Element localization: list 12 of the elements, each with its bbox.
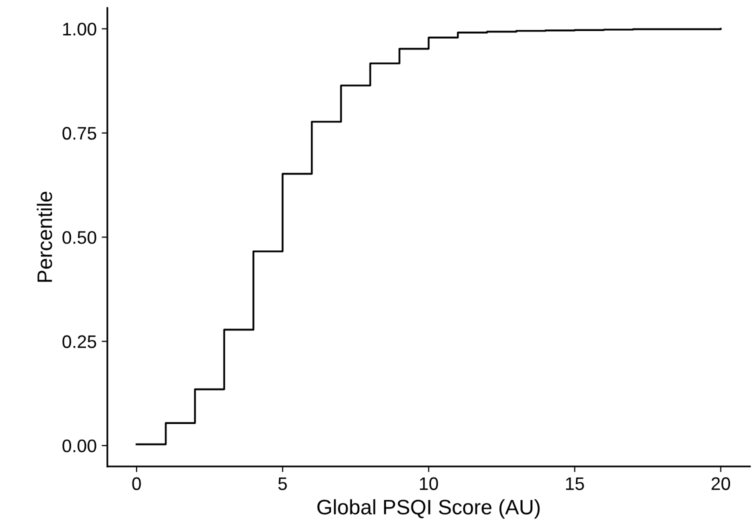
y-axis-title: Percentile xyxy=(36,192,52,282)
x-tick-label: 0 xyxy=(132,477,141,490)
y-tick-label: 0.25 xyxy=(62,335,96,348)
y-tick-label: 0.50 xyxy=(62,231,96,244)
y-tick-label: 0.75 xyxy=(62,126,96,140)
x-tick-label: 5 xyxy=(278,477,287,490)
x-tick-label: 10 xyxy=(420,477,438,490)
x-tick-label: 15 xyxy=(566,477,584,490)
y-tick-label: 0.00 xyxy=(62,439,96,452)
y-tick-label: 1.00 xyxy=(63,22,96,36)
x-tick-label: 20 xyxy=(712,477,730,490)
x-axis-title: Global PSQI Score (AU) xyxy=(317,499,540,519)
